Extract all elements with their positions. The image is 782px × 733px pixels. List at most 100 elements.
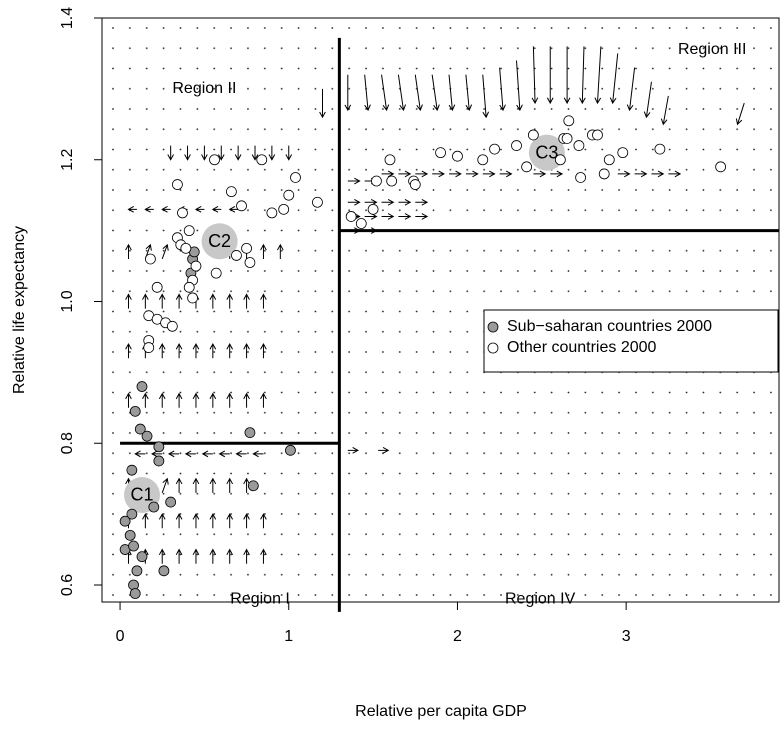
vector-arrow [364,74,371,112]
vector-arrow [415,198,429,206]
vector-arrow [260,392,267,408]
legend-box [483,309,779,373]
data-point [187,292,198,304]
vector-arrow [398,198,412,206]
vector-arrow [432,170,446,178]
vector-arrow [144,206,154,213]
data-point [177,207,188,219]
data-point [241,242,252,254]
data-point [527,129,539,141]
vector-arrow [243,342,250,359]
y-tick-label: 1.2 [59,149,76,171]
data-point [166,320,178,332]
vector-arrow [167,145,174,161]
vector-arrow [201,145,208,161]
vector-arrow [735,102,745,126]
vector-arrow [243,548,250,564]
vector-arrow [175,513,183,529]
vector-arrow [414,74,423,112]
vector-arrow [268,145,276,161]
data-point [603,154,615,166]
vector-arrow [398,213,412,220]
data-point [126,464,138,476]
vector-arrow [260,513,267,529]
vector-arrow [344,74,352,112]
vector-arrow [381,213,395,220]
vector-arrow [192,342,200,359]
vector-arrow [260,342,267,359]
vector-arrow [546,46,554,105]
vector-arrow [226,293,234,309]
data-point [386,175,398,187]
data-point [190,260,202,272]
data-point [278,203,290,215]
vector-arrow [381,170,395,178]
data-point [435,147,446,159]
data-point [511,140,522,151]
data-point [409,179,421,190]
region-label: Region II [172,80,236,97]
vector-arrow [158,342,166,359]
vector-arrow [161,243,169,260]
x-tick-label: 2 [453,628,462,645]
data-point [345,211,357,222]
vector-arrow [209,513,217,529]
vector-arrow [151,450,163,458]
legend-marker [487,321,499,333]
vector-arrow [347,198,361,206]
vector-arrow [167,450,180,458]
y-tick-label: 1.0 [59,290,76,312]
vector-arrow [201,450,213,458]
vector-arrow [142,513,149,529]
data-point [598,168,610,180]
y-tick-label: 1.4 [59,7,76,29]
region-label: Region IV [505,590,576,607]
data-point [355,218,367,229]
vector-arrow [398,170,412,178]
vector-arrow [184,145,191,161]
vector-arrow [235,450,247,458]
vector-arrow [243,513,250,529]
vector-arrow [243,293,250,309]
vector-arrow [668,170,682,178]
x-tick-label: 1 [284,628,293,645]
vector-arrow [158,392,166,408]
data-point [654,143,666,155]
legend-label: Other countries 2000 [507,339,657,356]
vector-arrow [415,213,429,220]
vector-arrow [209,477,217,493]
vector-arrow [234,145,242,161]
vector-arrow [260,243,267,259]
vector-arrow [465,74,473,112]
plot-box [101,17,780,603]
vector-arrow [125,243,132,259]
region-label: Region I [230,590,290,607]
data-point [141,430,153,442]
data-point [554,154,566,166]
vector-arrow [218,450,230,458]
data-point [575,172,587,183]
x-tick-label: 0 [116,628,125,645]
data-point [136,381,148,392]
vector-arrow [192,477,200,493]
vector-arrow [260,548,267,564]
vector-arrow [158,548,166,564]
vector-arrow [347,447,359,454]
vector-arrow [243,392,250,408]
vector-arrow [142,293,149,309]
data-point [151,281,163,293]
vector-arrow [217,145,225,161]
vector-arrow [660,95,669,126]
data-point [244,257,256,268]
data-point [158,565,170,577]
data-point [244,427,256,439]
data-point [131,565,143,577]
y-axis-title: Relative life expectancy [11,226,28,394]
vector-arrow [482,170,496,178]
vector-arrow [499,67,506,112]
plot: C1 C2 C3 Region I Region II Region III Region … [119,37,779,612]
vector-arrow [125,392,132,408]
vector-arrow [378,447,390,454]
vector-arrow [226,342,234,359]
data-point [256,154,268,166]
